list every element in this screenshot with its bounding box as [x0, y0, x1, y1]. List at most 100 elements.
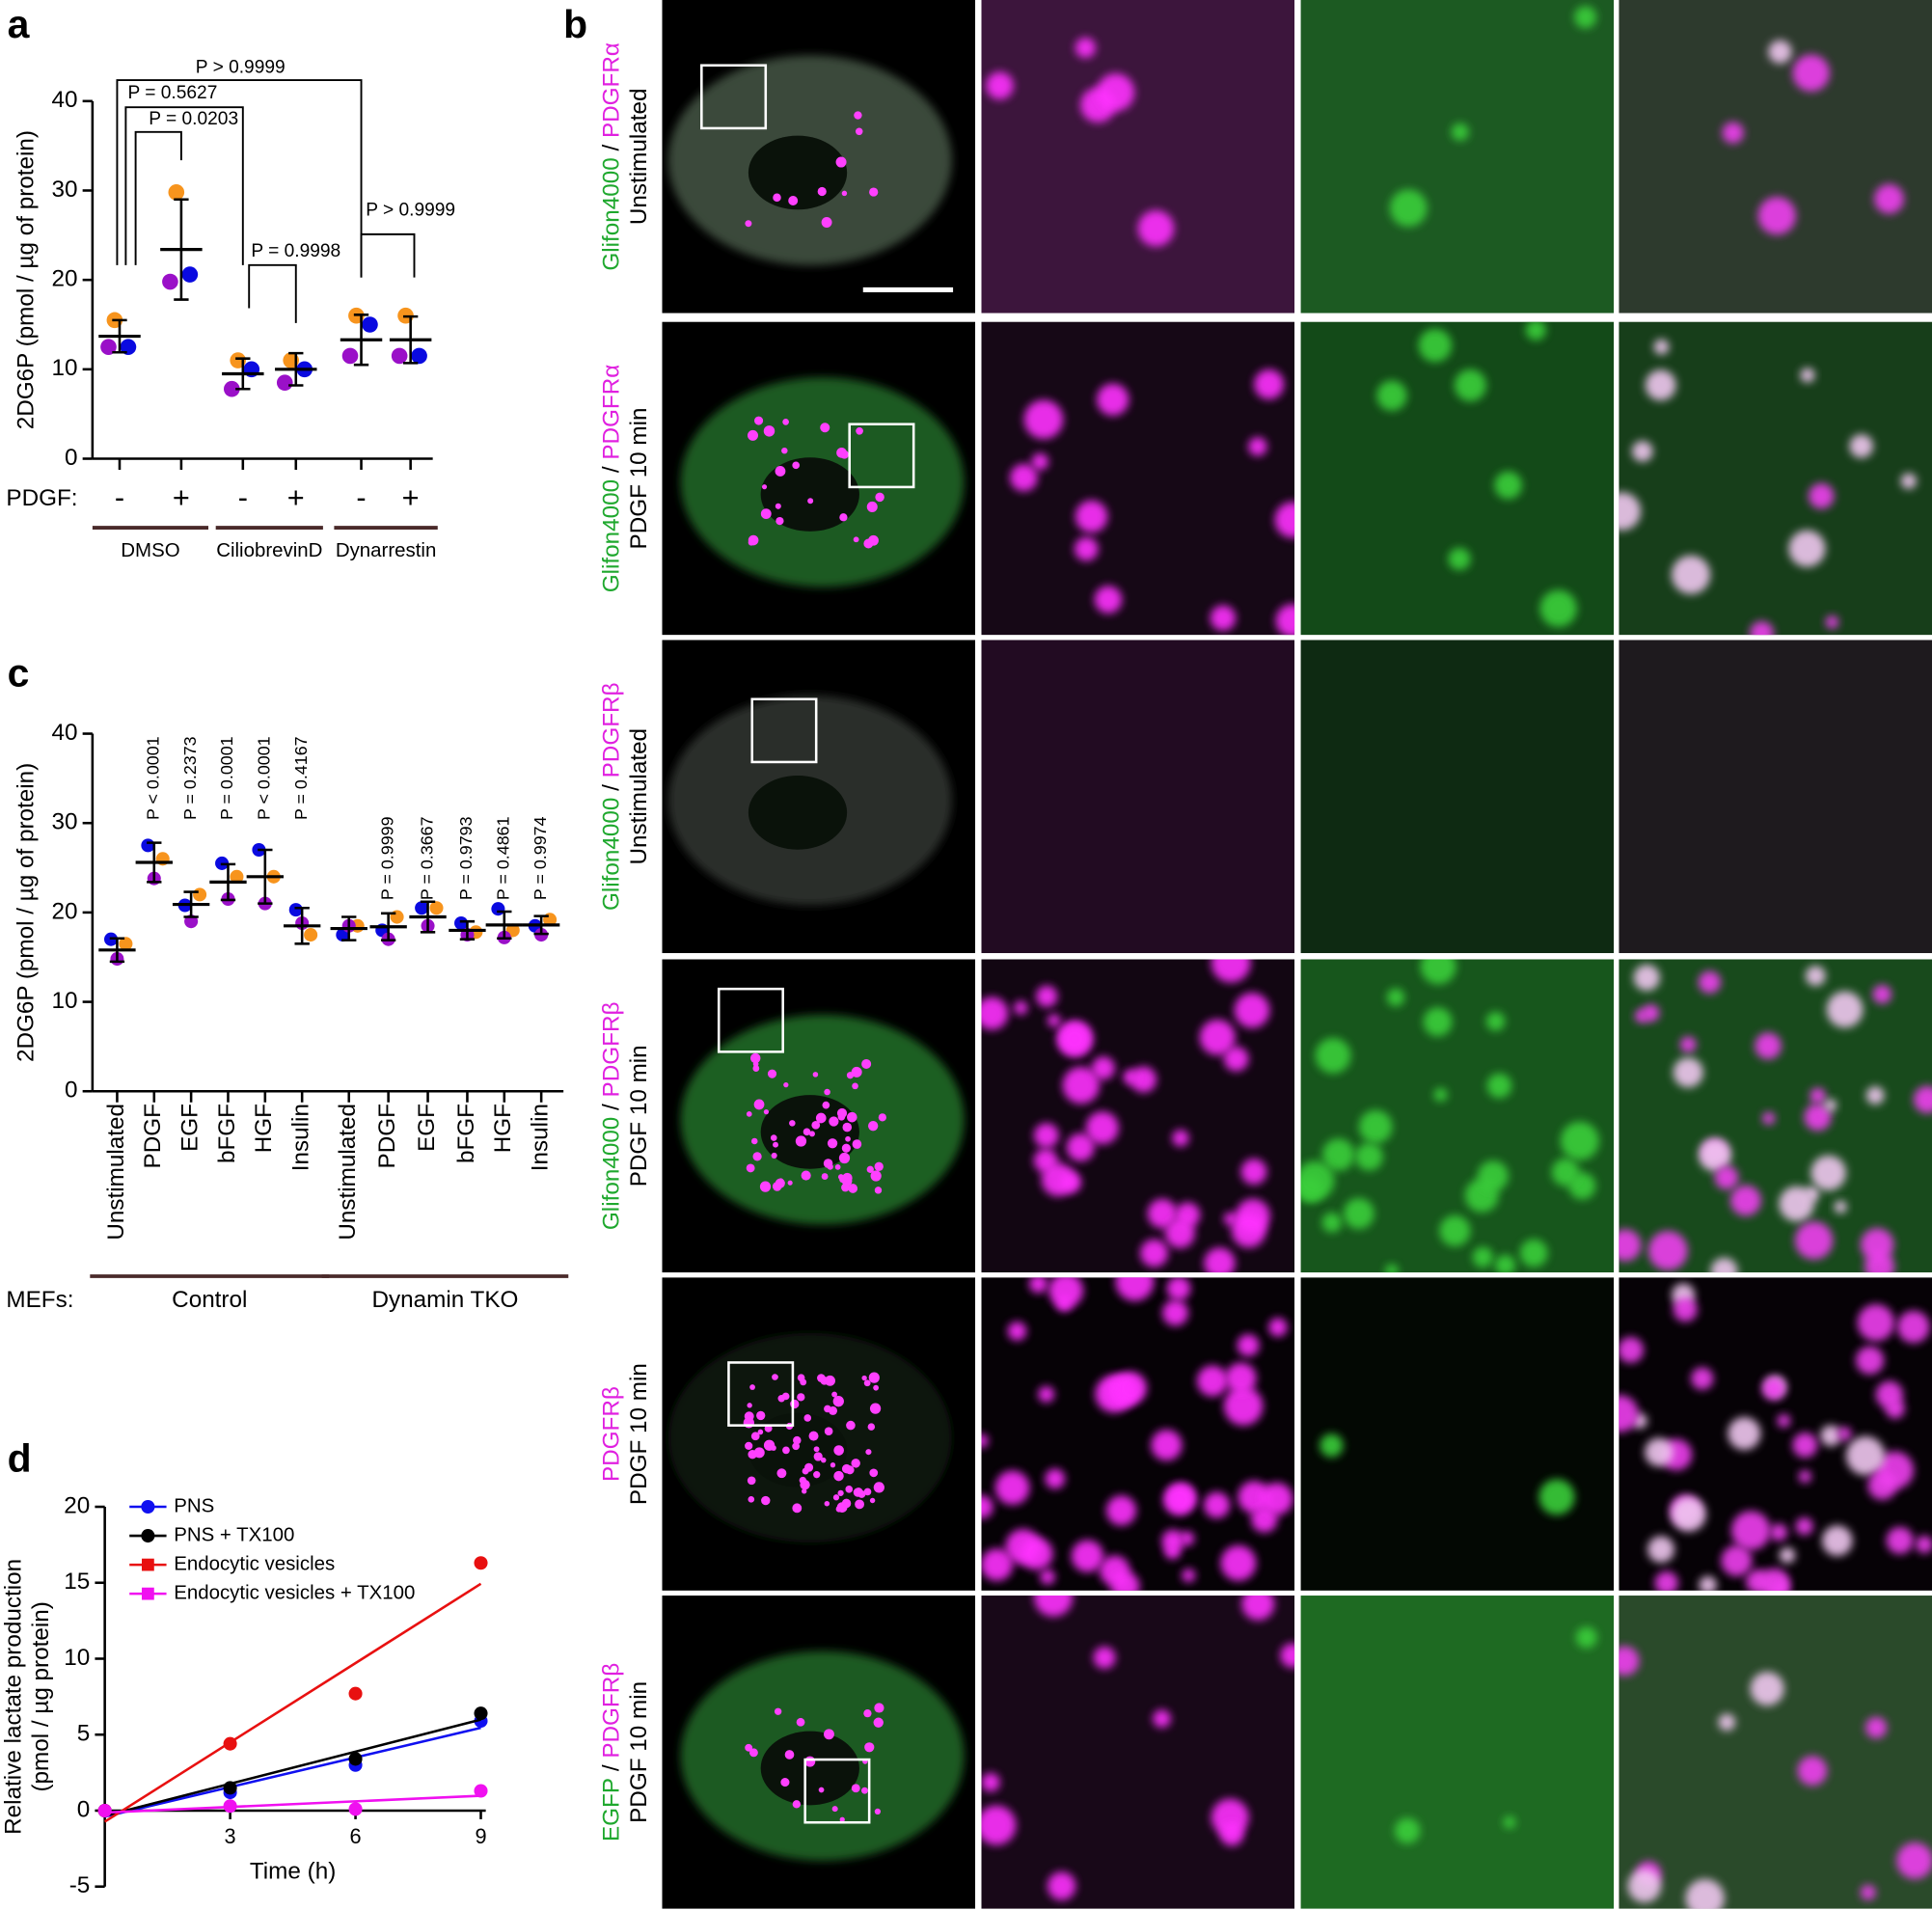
replicate-dot — [429, 901, 444, 915]
signal-blob — [868, 1372, 880, 1383]
y-axis-title: (pmol / µg protein) — [28, 1601, 54, 1791]
row-stain-label: Glifon4000 / PDGFRβ — [599, 682, 625, 911]
stain-name: / — [599, 460, 625, 479]
signal-blob — [831, 1806, 838, 1813]
signal-blob — [776, 1468, 787, 1479]
signal-blob — [870, 1170, 882, 1182]
signal-blob — [831, 1391, 838, 1398]
signal-blob — [1886, 1526, 1914, 1555]
y-tick-label: 0 — [65, 445, 77, 471]
signal-blob — [1321, 1138, 1355, 1171]
signal-blob — [801, 1170, 811, 1181]
signal-blob — [827, 1138, 838, 1149]
significance-bracket — [124, 106, 244, 265]
signal-blob — [1320, 1433, 1344, 1458]
signal-blob — [1260, 1482, 1293, 1515]
signal-blob — [1800, 368, 1815, 383]
signal-blob — [1627, 1869, 1662, 1903]
signal-blob — [1105, 1495, 1137, 1526]
y-tick-label: 5 — [77, 1721, 90, 1747]
signal-blob — [772, 1182, 782, 1191]
data-point — [348, 1802, 363, 1816]
signal-blob — [1199, 1019, 1236, 1055]
micrograph — [981, 959, 1295, 1273]
signal-blob — [1094, 586, 1123, 614]
signal-blob — [774, 1707, 782, 1715]
signal-blob — [752, 1065, 760, 1072]
signal-blob — [792, 1503, 803, 1514]
signal-blob — [1014, 1000, 1028, 1015]
signal-blob — [1525, 321, 1546, 341]
signal-blob — [1280, 1643, 1295, 1668]
signal-blob — [1826, 991, 1864, 1028]
row-stain-label: Glifon4000 / PDGFRβ — [599, 1002, 625, 1231]
micrograph — [1300, 321, 1615, 636]
signal-blob — [839, 513, 848, 522]
signal-blob — [1164, 1542, 1181, 1560]
signal-blob — [839, 1816, 845, 1822]
signal-blob — [1241, 1596, 1275, 1621]
signal-blob — [1010, 463, 1038, 492]
signal-blob — [815, 1112, 827, 1124]
y-tick-label: 10 — [52, 988, 78, 1014]
signal-blob — [861, 1058, 872, 1069]
p-value-label: P = 0.9793 — [456, 816, 476, 900]
p-value-label: P < 0.0001 — [255, 736, 274, 820]
signal-blob — [1794, 1221, 1834, 1260]
signal-blob — [1762, 1111, 1776, 1125]
signal-blob — [1560, 1121, 1599, 1160]
micrograph-background — [1300, 640, 1615, 954]
replicate-dot — [100, 339, 117, 355]
y-tick-label: 30 — [52, 177, 78, 203]
data-point — [474, 1784, 488, 1798]
signal-blob — [1673, 1057, 1703, 1088]
signal-blob — [1300, 1160, 1335, 1200]
x-tick-label: 6 — [350, 1824, 362, 1848]
signal-blob — [749, 1384, 755, 1390]
signal-blob — [869, 187, 879, 197]
inset-box — [700, 64, 768, 130]
legend-marker — [141, 1529, 155, 1543]
signal-blob — [1321, 1213, 1343, 1233]
signal-blob — [1750, 1672, 1784, 1706]
signal-blob — [833, 1445, 844, 1456]
signal-blob — [1779, 1547, 1796, 1564]
micrograph-background — [1619, 1596, 1932, 1909]
signal-blob — [835, 1506, 843, 1513]
signal-blob — [807, 498, 814, 505]
x-tick-label: Insulin — [288, 1104, 314, 1171]
signal-blob — [851, 1066, 862, 1078]
row-stain-label: Glifon4000 / PDGFRα — [599, 365, 625, 593]
replicate-dot — [119, 937, 133, 951]
signal-blob — [756, 1410, 766, 1421]
signal-blob — [787, 1180, 793, 1186]
stain-name: PDGFRβ — [599, 1386, 625, 1482]
signal-blob — [1631, 441, 1653, 462]
signal-blob — [781, 447, 788, 454]
replicate-dot — [193, 887, 207, 902]
y-axis-title: Relative lactate production — [1, 1559, 27, 1835]
signal-blob — [1097, 73, 1135, 112]
signal-blob — [1795, 1517, 1813, 1536]
signal-blob — [1028, 1277, 1048, 1294]
signal-blob — [750, 1052, 761, 1064]
stain-name: EGFP — [599, 1778, 625, 1842]
signal-blob — [1809, 483, 1835, 509]
x-tick-label: 9 — [475, 1824, 486, 1848]
signal-blob — [861, 1375, 867, 1381]
replicate-dot — [304, 928, 318, 942]
inset-box — [717, 987, 784, 1053]
signal-blob — [874, 1808, 882, 1815]
row-condition-label: PDGF 10 min — [626, 1045, 652, 1187]
data-point — [474, 1706, 488, 1721]
micrograph — [662, 0, 976, 314]
signal-blob — [1066, 1132, 1095, 1161]
signal-blob — [981, 1495, 993, 1519]
legend-label: PNS + TX100 — [174, 1523, 294, 1545]
signal-blob — [1804, 1104, 1832, 1132]
signal-blob — [874, 1187, 883, 1194]
stain-name: PDGFRβ — [599, 682, 625, 778]
signal-blob — [753, 1447, 765, 1459]
signal-blob — [1538, 1479, 1575, 1515]
micrograph — [662, 321, 976, 636]
